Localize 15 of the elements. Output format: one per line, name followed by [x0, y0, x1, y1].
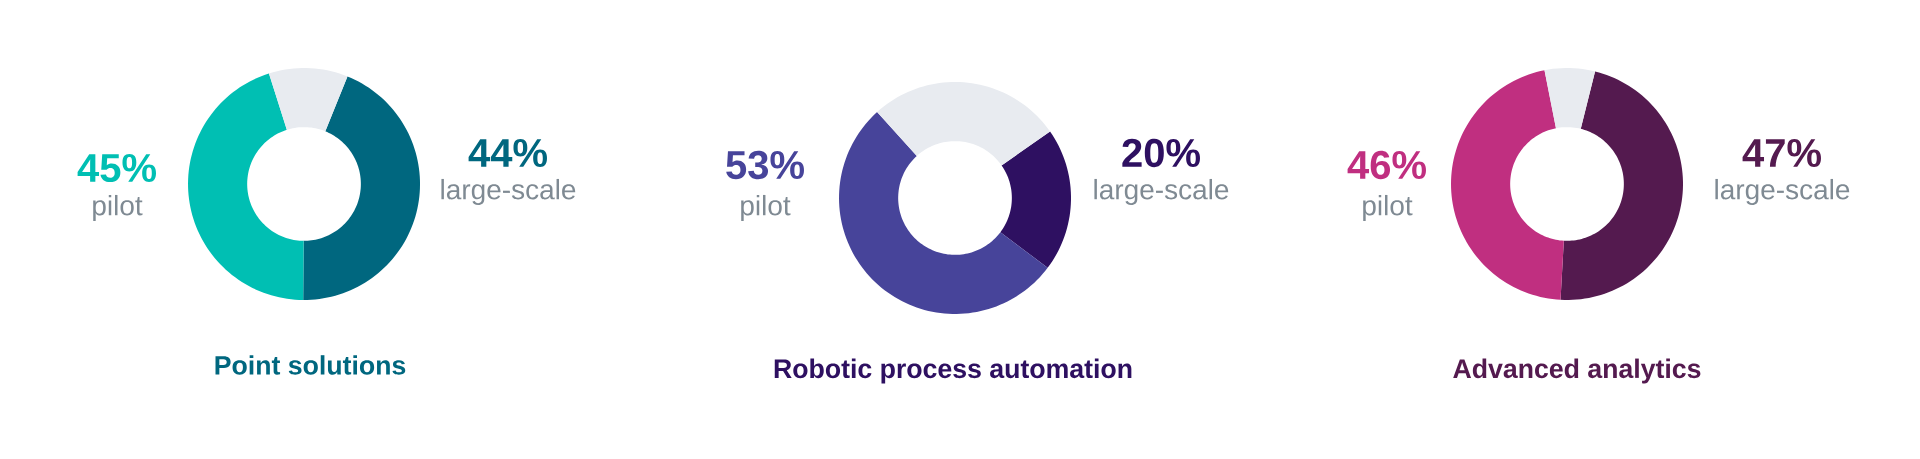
data-label: 53%: [726, 150, 804, 180]
data-label: 44%: [468, 138, 547, 168]
slice-label: large-scale: [441, 178, 576, 206]
slice-label: large-scale: [1094, 178, 1229, 206]
data-label: 20%: [1122, 138, 1200, 168]
slice-label: large-scale: [1715, 178, 1850, 206]
slice-label: pilot: [93, 194, 143, 222]
text: Robotic process automation: [774, 358, 1132, 384]
slice-label: pilot: [1363, 194, 1413, 222]
data-label: 45%: [77, 153, 156, 183]
data-label: 47%: [1742, 138, 1821, 168]
slice-label: pilot: [741, 194, 791, 222]
text: Point solutions: [215, 355, 406, 375]
data-label: 46%: [1347, 150, 1426, 180]
text: Advanced analytics: [1453, 358, 1701, 384]
